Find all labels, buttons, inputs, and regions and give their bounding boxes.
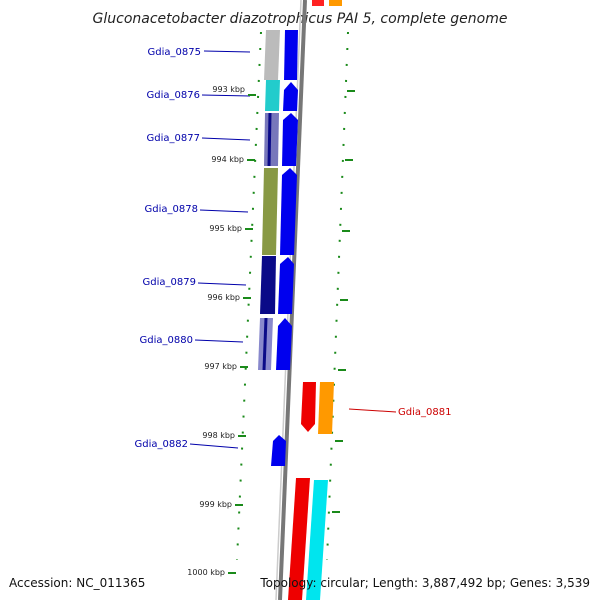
track-highlight-2 (262, 317, 268, 371)
cds-arrow-0882 (271, 435, 286, 466)
kbp-label-998: 998 kbp (202, 431, 235, 440)
gene-label-0882[interactable]: Gdia_0882 (135, 439, 188, 450)
connector-0881 (348, 408, 397, 413)
cds-arrow-0877 (282, 113, 298, 166)
kbp-label-999: 999 kbp (199, 500, 232, 509)
left-dotted-track (236, 31, 262, 561)
cds-arrow-0876 (283, 82, 298, 111)
right-dotted-track (326, 31, 349, 561)
gene-label-0876[interactable]: Gdia_0876 (147, 90, 200, 101)
navy-track-0879 (260, 256, 276, 314)
cds-arrow-0880 (276, 318, 292, 370)
gene-label-0877[interactable]: Gdia_0877 (147, 133, 200, 144)
cds-arrow-0879 (278, 257, 294, 314)
gene-label-0880[interactable]: Gdia_0880 (140, 335, 193, 346)
topology-label: Topology: circular; Length: 3,887,492 bp… (259, 576, 590, 590)
kbp-label-997: 997 kbp (204, 362, 237, 371)
connector-0882 (189, 443, 239, 449)
connector-0877 (201, 137, 251, 141)
cds-arrow-0875 (284, 30, 298, 80)
gene-label-0879[interactable]: Gdia_0879 (143, 277, 196, 288)
connector-0880 (194, 339, 244, 343)
olive-track-0878 (262, 168, 278, 255)
bottom-cyan-feature (306, 480, 328, 600)
cyan-track-0876 (265, 80, 280, 111)
bottom-red-feature (288, 478, 310, 600)
gene-label-0881[interactable]: Gdia_0881 (398, 407, 451, 418)
connector-0879 (197, 282, 247, 286)
cds-arrow-0878 (280, 168, 297, 255)
top-orange-feature (329, 0, 342, 6)
gray-track-0875 (264, 30, 280, 80)
kbp-label-994: 994 kbp (211, 155, 244, 164)
purple-track-0877 (264, 113, 279, 166)
cds-arrow-0881-red (301, 382, 316, 432)
connector-0876 (201, 94, 251, 97)
kbp-label-995: 995 kbp (209, 224, 242, 233)
connector-0875 (203, 50, 251, 53)
footer-backdrop-left (4, 572, 174, 592)
gene-label-0878[interactable]: Gdia_0878 (145, 204, 198, 215)
gene-label-0875[interactable]: Gdia_0875 (148, 47, 201, 58)
kbp-label-993: 993 kbp (212, 85, 245, 94)
feature-0881-orange (318, 382, 334, 434)
kbp-label-996: 996 kbp (207, 293, 240, 302)
connector-0878 (199, 209, 249, 213)
kbp-label-1000: 1000 kbp (187, 568, 225, 577)
top-red-feature (312, 0, 324, 6)
accession-label: Accession: NC_011365 (9, 576, 145, 590)
track-highlight-1 (267, 112, 272, 167)
